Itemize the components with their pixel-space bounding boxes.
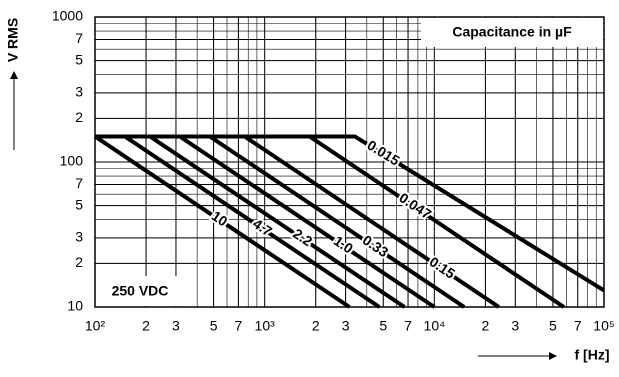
x-tick-label: 7 bbox=[574, 318, 582, 334]
annotation: 250 VDC bbox=[112, 283, 169, 299]
x-tick-label: 7 bbox=[234, 318, 242, 334]
x-tick-label: 2 bbox=[142, 318, 150, 334]
x-tick-label: 3 bbox=[172, 318, 180, 334]
y-tick-label: 5 bbox=[75, 51, 83, 67]
x-tick-label: 10² bbox=[85, 318, 106, 334]
y-tick-label: 3 bbox=[75, 229, 83, 245]
series-line bbox=[93, 134, 351, 309]
y-axis-label: V RMS bbox=[5, 18, 21, 62]
x-axis-label: f [Hz] bbox=[575, 347, 610, 363]
x-tick-label: 2 bbox=[482, 318, 490, 334]
series-line bbox=[95, 134, 606, 293]
x-tick-label: 5 bbox=[379, 318, 387, 334]
y-tick-label: 5 bbox=[75, 196, 83, 212]
plot-frame bbox=[94, 16, 605, 308]
x-tick-label: 10³ bbox=[255, 318, 276, 334]
x-tick-label: 10⁴ bbox=[424, 318, 446, 334]
y-tick-label: 7 bbox=[75, 175, 83, 191]
annotation-box bbox=[96, 276, 184, 306]
y-tick-label: 2 bbox=[75, 254, 83, 270]
y-tick-label: 2 bbox=[75, 109, 83, 125]
x-tick-label: 7 bbox=[404, 318, 412, 334]
legend-box bbox=[421, 18, 603, 47]
y-tick-label: 3 bbox=[75, 84, 83, 100]
legend-title: Capacitance in µF bbox=[452, 24, 572, 40]
x-tick-label: 3 bbox=[511, 318, 519, 334]
x-tick-label: 5 bbox=[210, 318, 218, 334]
y-tick-label: 10 bbox=[67, 298, 83, 314]
y-tick-label: 7 bbox=[75, 30, 83, 46]
x-tick-label: 10⁵ bbox=[593, 318, 614, 334]
y-tick-label: 1000 bbox=[52, 8, 83, 24]
x-tick-label: 5 bbox=[549, 318, 557, 334]
y-tick-label: 100 bbox=[60, 153, 84, 169]
x-tick-label: 3 bbox=[342, 318, 350, 334]
x-tick-label: 2 bbox=[312, 318, 320, 334]
